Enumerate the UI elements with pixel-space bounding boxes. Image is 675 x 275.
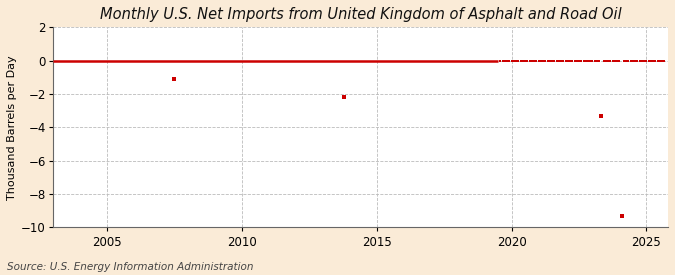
Point — [585, 59, 595, 63]
Point — [537, 59, 548, 63]
Point — [500, 59, 510, 63]
Point — [562, 59, 573, 63]
Point — [605, 59, 616, 63]
Point — [608, 59, 618, 63]
Point — [580, 59, 591, 63]
Point — [535, 59, 546, 63]
Point — [612, 59, 622, 63]
Point — [567, 59, 578, 63]
Point — [554, 59, 564, 63]
Point — [571, 59, 582, 63]
Point — [531, 59, 541, 63]
Point — [560, 59, 571, 63]
Point — [504, 59, 515, 63]
Point — [544, 59, 555, 63]
Point — [529, 59, 539, 63]
Point — [643, 59, 654, 63]
Point — [497, 59, 508, 63]
Point — [589, 59, 600, 63]
Point — [502, 59, 512, 63]
Point — [526, 59, 537, 63]
Point — [632, 59, 643, 63]
Point — [495, 59, 506, 63]
Point — [621, 59, 632, 63]
Point — [518, 59, 529, 63]
Point — [524, 59, 535, 63]
Point — [603, 59, 614, 63]
Point — [520, 59, 531, 63]
Point — [645, 59, 656, 63]
Point — [556, 59, 566, 63]
Point — [628, 59, 639, 63]
Point — [594, 59, 605, 63]
Point — [522, 59, 533, 63]
Point — [578, 59, 589, 63]
Point — [650, 59, 661, 63]
Title: Monthly U.S. Net Imports from United Kingdom of Asphalt and Road Oil: Monthly U.S. Net Imports from United Kin… — [99, 7, 621, 22]
Point — [610, 59, 620, 63]
Point — [587, 59, 598, 63]
Point — [639, 59, 649, 63]
Point — [511, 59, 522, 63]
Point — [169, 77, 180, 81]
Point — [623, 59, 634, 63]
Point — [540, 59, 551, 63]
Point — [549, 59, 560, 63]
Point — [558, 59, 568, 63]
Point — [595, 114, 606, 118]
Point — [618, 59, 629, 63]
Point — [569, 59, 580, 63]
Point — [506, 59, 517, 63]
Point — [648, 59, 659, 63]
Point — [574, 59, 585, 63]
Point — [652, 59, 663, 63]
Point — [614, 59, 625, 63]
Point — [583, 59, 593, 63]
Point — [591, 59, 602, 63]
Point — [576, 59, 587, 63]
Point — [641, 59, 652, 63]
Point — [659, 59, 670, 63]
Point — [630, 59, 641, 63]
Point — [625, 59, 636, 63]
Point — [508, 59, 519, 63]
Point — [655, 59, 666, 63]
Point — [339, 95, 350, 100]
Point — [551, 59, 562, 63]
Point — [657, 59, 668, 63]
Point — [564, 59, 575, 63]
Point — [617, 214, 628, 218]
Point — [634, 59, 645, 63]
Point — [601, 59, 612, 63]
Point — [547, 59, 558, 63]
Point — [598, 59, 609, 63]
Point — [637, 59, 647, 63]
Y-axis label: Thousand Barrels per Day: Thousand Barrels per Day — [7, 55, 17, 200]
Point — [513, 59, 524, 63]
Point — [533, 59, 544, 63]
Point — [515, 59, 526, 63]
Text: Source: U.S. Energy Information Administration: Source: U.S. Energy Information Administ… — [7, 262, 253, 272]
Point — [542, 59, 553, 63]
